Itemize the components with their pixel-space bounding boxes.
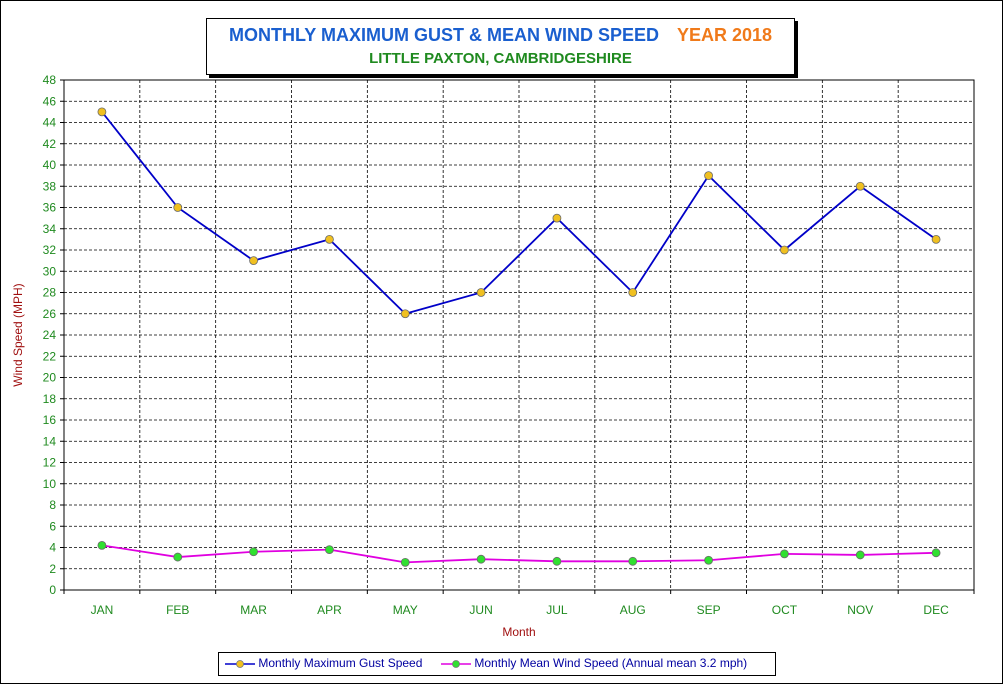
y-tick-label: 46	[43, 94, 57, 108]
x-tick-label: FEB	[166, 603, 189, 617]
chart-title-box: MONTHLY MAXIMUM GUST & MEAN WIND SPEED YE…	[206, 18, 795, 75]
y-tick-label: 10	[43, 477, 57, 491]
data-point-mean	[628, 556, 638, 566]
y-tick-label: 42	[43, 137, 57, 151]
x-tick-label: OCT	[772, 603, 798, 617]
y-tick-label: 12	[43, 456, 57, 470]
y-tick-label: 6	[49, 519, 56, 533]
data-point-mean	[400, 557, 410, 567]
data-point-gust	[704, 171, 713, 181]
y-tick-label: 14	[43, 434, 57, 448]
data-point-gust	[552, 213, 562, 223]
legend-item-gust: Monthly Maximum Gust Speed	[225, 656, 422, 670]
data-point-gust	[855, 181, 865, 191]
y-tick-label: 4	[49, 541, 56, 555]
chart-title-year: YEAR 2018	[676, 25, 773, 45]
series-line-mean	[101, 544, 937, 564]
data-point-mean	[552, 556, 562, 566]
y-tick-label: 32	[43, 243, 57, 257]
y-tick-label: 24	[43, 328, 57, 342]
y-tick-label: 40	[43, 158, 57, 172]
y-tick-label: 26	[43, 307, 57, 321]
chart-title-main: MONTHLY MAXIMUM GUST & MEAN WIND SPEED	[228, 25, 659, 45]
data-point-mean	[931, 548, 941, 558]
legend-gust-swatch	[225, 659, 255, 668]
y-tick-label: 8	[49, 498, 56, 512]
x-tick-label: JUN	[469, 603, 492, 617]
y-tick-label: 36	[43, 201, 57, 215]
x-tick-label: MAY	[393, 603, 418, 617]
data-point-mean	[855, 550, 865, 560]
data-point-mean	[780, 549, 789, 559]
data-point-mean	[97, 540, 107, 550]
data-point-mean	[249, 547, 258, 557]
y-tick-label: 22	[43, 349, 57, 363]
x-tick-label: JAN	[91, 603, 114, 617]
data-point-gust	[173, 203, 183, 212]
y-tick-label: 18	[43, 392, 57, 406]
x-tick-label: DEC	[923, 603, 949, 617]
y-tick-label: 28	[43, 286, 57, 300]
x-tick-label: APR	[317, 603, 342, 617]
data-point-gust	[931, 234, 941, 244]
x-tick-label: MAR	[240, 603, 267, 617]
x-tick-label: SEP	[697, 603, 721, 617]
x-axis-label: Month	[502, 625, 536, 639]
chart-subtitle: LITTLE PAXTON, CAMBRIDGESHIRE	[369, 50, 632, 67]
y-tick-label: 2	[49, 562, 56, 576]
data-point-gust	[325, 234, 334, 244]
data-point-mean	[173, 552, 183, 562]
data-point-gust	[249, 256, 258, 266]
x-tick-label: AUG	[620, 603, 646, 617]
data-point-gust	[780, 245, 789, 255]
legend-item-mean: Monthly Mean Wind Speed (Annual mean 3.2…	[441, 656, 747, 670]
y-tick-label: 30	[43, 264, 57, 278]
y-tick-label: 48	[43, 73, 57, 87]
data-point-gust	[628, 288, 638, 297]
y-tick-label: 44	[43, 116, 57, 130]
y-tick-label: 0	[49, 583, 56, 597]
y-axis-label: Wind Speed (MPH)	[11, 283, 25, 387]
legend-mean-label: Monthly Mean Wind Speed (Annual mean 3.2…	[474, 656, 748, 670]
y-tick-label: 38	[43, 179, 57, 193]
y-tick-label: 20	[43, 371, 57, 385]
y-tick-label: 16	[43, 413, 57, 427]
legend-gust-label: Monthly Maximum Gust Speed	[258, 656, 423, 670]
data-point-mean	[704, 555, 713, 565]
chart-legend: Monthly Maximum Gust Speed Monthly Mean …	[218, 652, 776, 676]
y-tick-label: 34	[43, 222, 57, 236]
legend-mean-swatch	[441, 659, 471, 668]
data-point-mean	[325, 545, 334, 555]
data-point-gust	[476, 288, 486, 297]
series-line-gust	[101, 111, 937, 315]
data-point-gust	[97, 107, 107, 117]
chart-title: MONTHLY MAXIMUM GUST & MEAN WIND SPEED YE…	[207, 25, 794, 46]
data-point-gust	[400, 309, 410, 319]
data-point-mean	[476, 554, 486, 564]
x-tick-label: NOV	[847, 603, 873, 617]
x-tick-label: JUL	[546, 603, 568, 617]
